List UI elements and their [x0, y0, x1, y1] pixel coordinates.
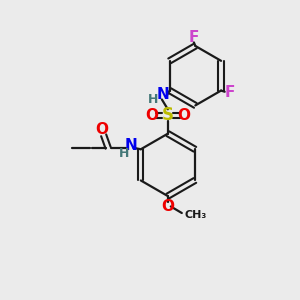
Text: CH₃: CH₃: [184, 210, 206, 220]
Text: S: S: [162, 106, 174, 124]
Text: F: F: [189, 30, 199, 45]
Text: N: N: [156, 87, 169, 102]
Text: O: O: [161, 199, 174, 214]
Text: N: N: [125, 138, 138, 153]
Text: O: O: [145, 108, 158, 123]
Text: H: H: [119, 147, 129, 160]
Text: H: H: [148, 93, 158, 106]
Text: F: F: [224, 85, 235, 100]
Text: O: O: [95, 122, 108, 137]
Text: O: O: [178, 108, 191, 123]
